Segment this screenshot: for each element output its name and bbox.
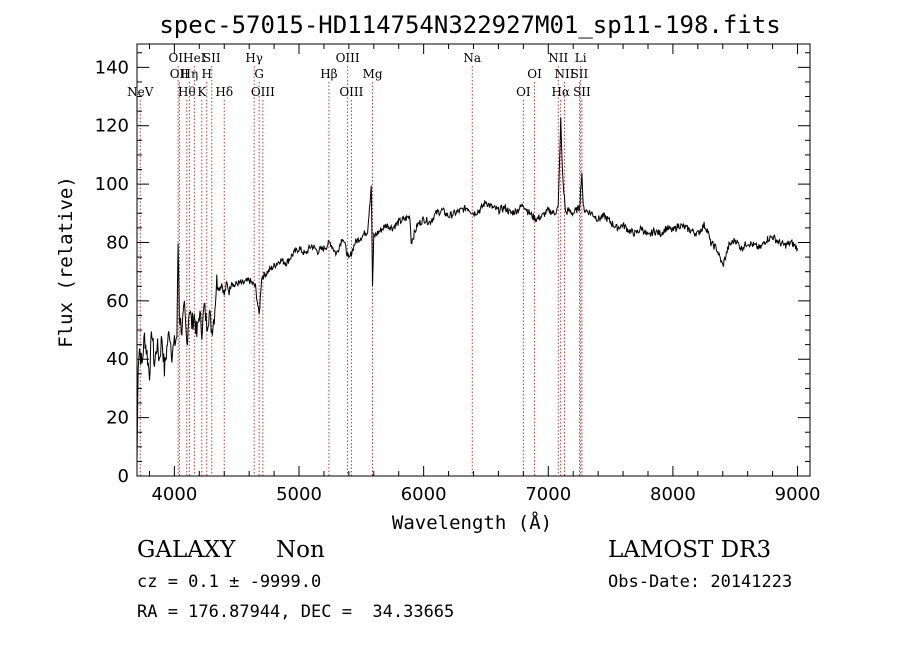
line-label: Hδ [215,85,233,99]
chart-title: spec-57015-HD114754N322927M01_sp11-198.f… [159,11,780,39]
x-tick-label: 4000 [151,484,197,505]
y-tick-label: 40 [106,349,129,370]
object-class: GALAXY [137,537,236,563]
line-label: HeI [183,51,206,65]
y-tick-label: 140 [95,57,129,78]
x-tick-label: 9000 [775,484,821,505]
line-label: SII [571,67,589,81]
line-label: SII [203,51,221,65]
line-label: Hγ [245,51,263,65]
obs-date: Obs-Date: 20141223 [608,572,793,592]
plot-frame [136,43,811,477]
x-tick-label: 5000 [276,484,322,505]
line-label: OII [168,51,188,65]
spectrum-line [136,117,798,462]
line-label: Li [575,51,587,65]
x-tick-label: 6000 [401,484,447,505]
line-label: Hη [181,67,199,81]
x-axis-label: Wavelength (Å) [392,511,552,534]
y-tick-label: 0 [118,466,129,487]
line-label: SII [573,85,591,99]
line-label: Hθ [178,85,196,99]
spectrum-series [136,117,798,462]
line-label: G [254,67,264,81]
axes: 4000 5000 6000 7000 8000 9000 0 20 40 60 80 100 120 1… [95,44,821,505]
redshift-cz: cz = 0.1 ± -9999.0 [137,572,322,592]
survey-label: LAMOST DR3 [608,537,772,563]
line-label: OI [516,85,531,99]
y-tick-label: 20 [106,408,129,429]
line-label: K [197,85,207,99]
line-label: H [202,67,212,81]
y-tick-label: 120 [95,116,129,137]
line-label: OIII [251,85,275,99]
y-tick-label: 80 [106,232,129,253]
line-label: OIII [336,51,360,65]
line-label: Na [463,51,481,65]
y-tick-label: 60 [106,291,129,312]
x-tick-label: 8000 [650,484,696,505]
coordinates: RA = 176.87944, DEC = 34.33665 [137,602,455,622]
emission-lines: NeVOIIOIIHθHηHeIKHSIIHδHγGOIIIHβOIIIOIII… [127,51,591,476]
line-label: Hβ [320,67,337,81]
object-subclass: Non [276,537,325,563]
y-axis-label: Flux (relative) [55,176,77,348]
x-tick-label: 7000 [525,484,571,505]
line-label: Mg [363,67,383,81]
line-label: OIII [339,85,363,99]
y-tick-label: 100 [95,174,129,195]
line-label: OI [527,67,542,81]
line-label: NeV [127,85,154,99]
line-label: Hα [551,85,570,99]
line-label: OII [170,67,190,81]
line-label: NII [554,67,574,81]
line-label: NII [548,51,568,65]
